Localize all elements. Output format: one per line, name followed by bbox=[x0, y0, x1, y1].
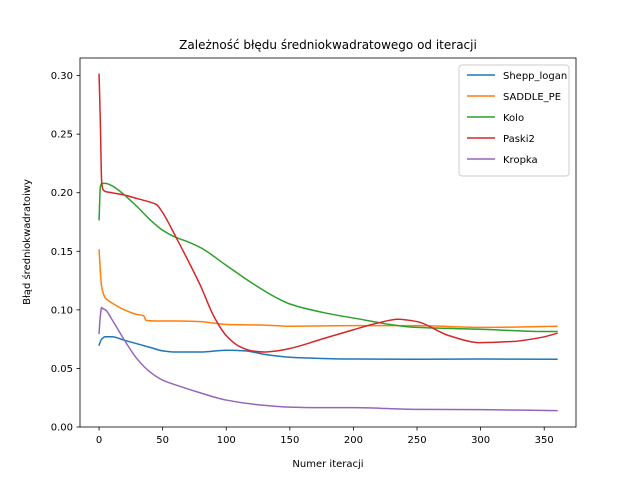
x-axis: 0 50 100 150 200 250 300 350 bbox=[96, 427, 554, 446]
legend-box bbox=[458, 64, 570, 177]
plot-area bbox=[79, 57, 577, 428]
y-tick-label: 0.20 bbox=[51, 188, 73, 199]
legend: Shepp_logan SADDLE_PE Kolo Paski2 Kropka bbox=[458, 64, 570, 177]
y-tick-label: 0.30 bbox=[51, 71, 73, 82]
y-tick-label: 0.25 bbox=[51, 130, 73, 141]
y-tick-label: 0.00 bbox=[51, 423, 73, 434]
chart-title: Zależność błędu średniokwadratowego od i… bbox=[179, 38, 477, 52]
x-tick-label: 0 bbox=[96, 435, 102, 446]
series-lines bbox=[98, 73, 558, 412]
y-axis: 0.00 0.05 0.10 0.15 0.20 0.25 0.30 bbox=[51, 71, 80, 434]
series-line-kolo bbox=[98, 182, 558, 333]
y-tick-label: 0.10 bbox=[51, 305, 73, 316]
y-tick-label: 0.15 bbox=[51, 247, 73, 258]
y-tick-label: 0.05 bbox=[51, 364, 73, 375]
x-tick-label: 300 bbox=[471, 435, 490, 446]
legend-label: SADDLE_PE bbox=[503, 92, 561, 103]
x-tick-label: 350 bbox=[535, 435, 554, 446]
x-tick-label: 50 bbox=[156, 435, 169, 446]
series-line-paski2 bbox=[98, 73, 558, 353]
x-axis-title: Numer iteracji bbox=[292, 459, 363, 470]
legend-label: Kolo bbox=[503, 113, 524, 124]
x-tick-label: 100 bbox=[217, 435, 236, 446]
legend-label: Shepp_logan bbox=[503, 71, 567, 82]
axes-frame bbox=[79, 57, 577, 428]
x-tick-label: 250 bbox=[407, 435, 426, 446]
legend-label: Paski2 bbox=[503, 134, 535, 145]
y-axis-title: Błąd średniokwadratoiwy bbox=[21, 179, 33, 305]
legend-label: Kropka bbox=[503, 155, 538, 166]
series-line-kropka bbox=[98, 306, 558, 412]
series-line-shepp-logan bbox=[98, 336, 558, 361]
x-tick-label: 150 bbox=[280, 435, 299, 446]
x-tick-label: 200 bbox=[344, 435, 363, 446]
